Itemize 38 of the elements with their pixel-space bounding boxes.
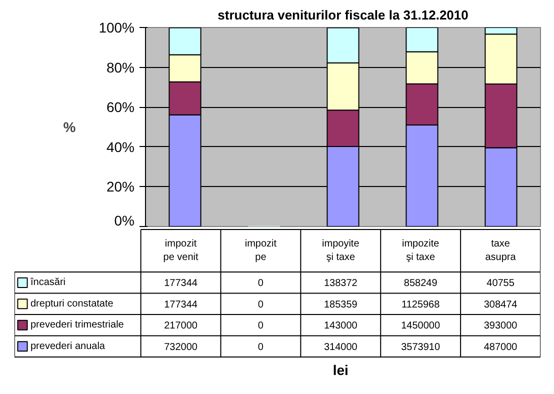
text: 393000 (484, 320, 518, 332)
text: 0 (258, 320, 264, 332)
chart-title: structura veniturilor fiscale la 31.12.2010 (218, 8, 468, 22)
y-tick-label: 80% (106, 59, 135, 76)
text: 308474 (484, 299, 518, 310)
x-tick-label: impozit pe (244, 238, 277, 263)
y-axis-title: % (63, 119, 76, 135)
text: lei (332, 362, 348, 378)
text: 0 (258, 278, 264, 290)
text: 0 (258, 299, 264, 310)
y-tick-label: 0% (114, 212, 134, 228)
y-tick-label: 100% (98, 20, 135, 36)
text: 3573910 (401, 342, 440, 353)
text: 0 (258, 342, 264, 353)
text: 138372 (324, 278, 358, 290)
text: 1125968 (401, 299, 440, 310)
text: 732000 (164, 342, 198, 353)
x-tick-label: impozit pe venit (163, 238, 199, 263)
text: 177344 (164, 278, 198, 290)
text: 1450000 (401, 320, 440, 332)
y-tick-label: 60% (106, 99, 135, 116)
legend-label: drepturi constatate (30, 298, 114, 310)
text: 143000 (324, 320, 358, 332)
text: 487000 (484, 342, 518, 353)
x-tick-label: taxe asupra (485, 238, 516, 263)
text: 177344 (164, 299, 198, 310)
text: 858249 (404, 278, 438, 290)
y-tick-label: 40% (106, 138, 135, 155)
x-tick-label: impozite şi taxe (402, 238, 440, 263)
x-tick-label: impoyite şi taxe (322, 238, 360, 263)
legend-label: prevederi anuala (30, 340, 106, 352)
text: 217000 (164, 320, 198, 332)
legend-label: încasări (29, 277, 66, 288)
text: 185359 (324, 299, 358, 310)
y-tick-label: 20% (106, 178, 135, 195)
text: 40755 (486, 278, 515, 290)
text: 314000 (324, 342, 358, 353)
legend-label: prevederi trimestriale (30, 320, 124, 331)
